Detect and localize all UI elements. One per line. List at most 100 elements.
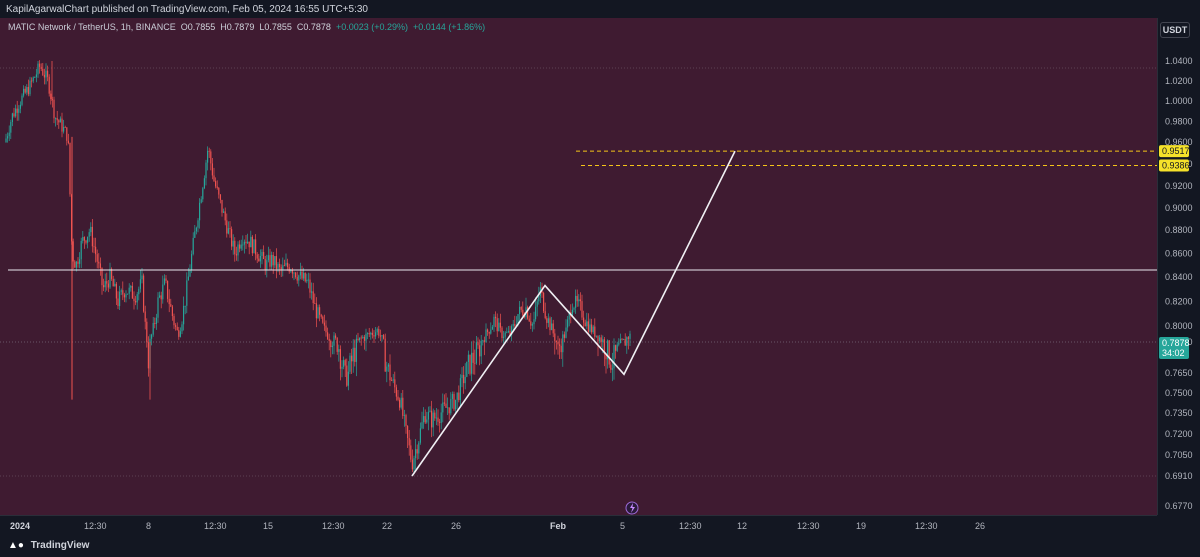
candle-body <box>509 330 511 336</box>
candle-body <box>258 258 260 262</box>
candle-body <box>547 318 549 323</box>
candle-body <box>226 220 228 234</box>
candle-body <box>194 231 196 238</box>
candle-body <box>31 80 33 82</box>
candle-body <box>493 316 495 327</box>
candle-body <box>381 335 383 337</box>
candle-body <box>171 306 173 317</box>
candle-body <box>613 345 615 369</box>
candle-body <box>421 422 423 429</box>
x-tick-label: 12:30 <box>84 521 107 531</box>
candle-body <box>64 127 66 128</box>
candle-body <box>327 332 329 339</box>
candle-body <box>290 270 292 272</box>
candle-body <box>104 281 106 288</box>
candle-body <box>419 428 421 443</box>
pattern-projection-line <box>411 150 736 477</box>
candle-body <box>371 332 373 336</box>
x-tick-label: 12 <box>737 521 747 531</box>
candle-body <box>499 322 501 328</box>
candle-body <box>563 334 565 338</box>
candle-body <box>184 305 186 307</box>
candle-body <box>352 347 354 362</box>
candle-body <box>235 254 237 256</box>
candle-body <box>559 344 561 346</box>
symbol-legend: MATIC Network / TetherUS, 1h, BINANCE O0… <box>8 22 485 32</box>
candle-body <box>77 261 79 264</box>
candle-body <box>155 317 157 324</box>
candle-body <box>400 397 402 408</box>
candle-body <box>117 298 119 307</box>
candle-body <box>621 339 623 340</box>
candle-body <box>496 318 498 332</box>
candle-body <box>32 77 34 82</box>
candle-body <box>191 254 193 271</box>
candle-body <box>522 309 524 316</box>
candle-body <box>271 254 273 267</box>
candle-body <box>477 342 479 346</box>
price-axis[interactable] <box>1157 18 1200 515</box>
candle-body <box>34 77 36 78</box>
candle-body <box>219 194 221 200</box>
candle-body <box>575 295 577 308</box>
candle-body <box>103 285 105 288</box>
candle-body <box>111 268 113 279</box>
candle-body <box>554 333 556 341</box>
candle-body <box>63 127 65 132</box>
candle-body <box>490 329 492 334</box>
lightning-icon[interactable] <box>625 501 639 515</box>
candle-body <box>109 268 111 288</box>
candle-body <box>472 352 474 363</box>
candle-body <box>479 345 481 357</box>
candle-body <box>328 338 330 341</box>
candle-body <box>147 342 149 369</box>
candle-body <box>127 293 129 295</box>
candle-body <box>376 329 378 333</box>
currency-button[interactable]: USDT <box>1160 22 1190 38</box>
candle-body <box>395 387 397 397</box>
candle-body <box>591 324 593 333</box>
candle-body <box>253 239 255 254</box>
chart-pane[interactable] <box>0 18 1157 515</box>
candle-body <box>7 136 9 139</box>
candle-body <box>16 108 18 113</box>
close-value: 0.7878 <box>303 22 331 32</box>
y-tick-label: 0.8200 <box>1165 297 1193 307</box>
low-value: 0.7855 <box>264 22 292 32</box>
candle-body <box>24 88 26 93</box>
change-value-2: +0.0144 (+1.86%) <box>413 22 486 32</box>
candle-body <box>287 262 289 268</box>
candle-body <box>512 323 514 327</box>
candle-body <box>237 244 239 256</box>
candle-body <box>15 108 17 117</box>
y-tick-label: 0.8600 <box>1165 249 1193 259</box>
candle-body <box>533 319 535 325</box>
candle-body <box>600 337 602 343</box>
last-price-badge <box>1159 337 1189 359</box>
candle-body <box>576 295 578 302</box>
candle-body <box>136 294 138 303</box>
footer: ▲● TradingView <box>0 535 1200 557</box>
candle-body <box>173 316 175 326</box>
x-tick-label: 19 <box>856 521 866 531</box>
candle-body <box>375 332 377 337</box>
candle-body <box>215 181 217 187</box>
candle-body <box>511 326 513 336</box>
candle-body <box>503 336 505 338</box>
candle-body <box>53 99 55 119</box>
x-tick-label: 26 <box>451 521 461 531</box>
time-axis[interactable] <box>0 515 1157 535</box>
candle-body <box>314 303 316 304</box>
candle-body <box>506 332 508 333</box>
candle-body <box>520 306 522 310</box>
candle-body <box>437 417 439 422</box>
candle-body <box>50 93 52 99</box>
candle-body <box>498 322 500 332</box>
candle-body <box>623 339 625 340</box>
candle-body <box>432 412 434 428</box>
candle-body <box>456 392 458 400</box>
candle-body <box>413 458 415 470</box>
candle-body <box>579 299 581 302</box>
